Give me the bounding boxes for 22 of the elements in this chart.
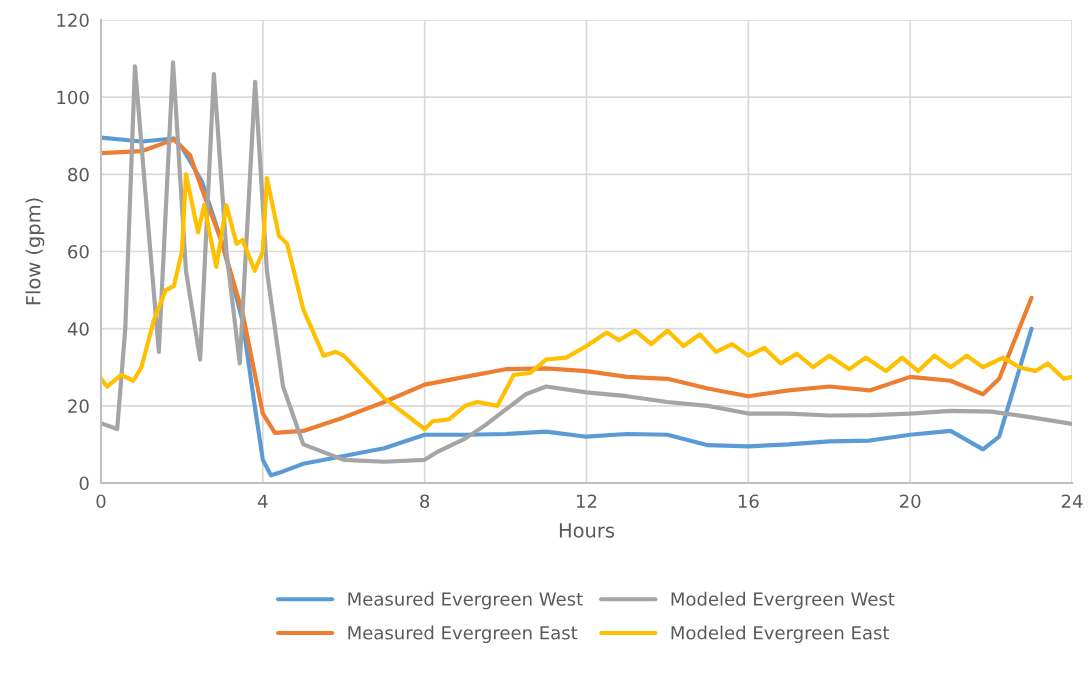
y-tick-label: 0 <box>79 476 89 491</box>
y-tick-label: 80 <box>68 167 89 182</box>
x-tick-label: 16 <box>738 494 759 509</box>
legend-label: Measured Evergreen West <box>348 591 583 610</box>
x-tick-label: 20 <box>900 494 921 509</box>
x-tick-label: 4 <box>257 494 268 508</box>
x-tick-label: 12 <box>577 494 597 508</box>
x-tick-label: 24 <box>1061 494 1083 508</box>
legend-label: Measured Evergreen East <box>348 625 578 644</box>
x-axis-title: Hours <box>559 523 615 538</box>
line-series <box>101 60 1072 464</box>
y-tick-label: 60 <box>68 244 89 259</box>
legend-label: Modeled Evergreen West <box>671 591 895 610</box>
x-tick-label: 8 <box>420 494 430 509</box>
line-series <box>101 172 1072 432</box>
x-tick-label: 0 <box>96 494 106 509</box>
y-axis-title: Flow (gpm) <box>25 198 45 305</box>
legend-label: Modeled Evergreen East <box>671 625 890 644</box>
y-tick-label: 20 <box>68 399 89 413</box>
y-tick-label: 40 <box>67 322 89 336</box>
y-tick-label: 120 <box>57 13 89 28</box>
y-tick-label: 100 <box>57 90 89 105</box>
